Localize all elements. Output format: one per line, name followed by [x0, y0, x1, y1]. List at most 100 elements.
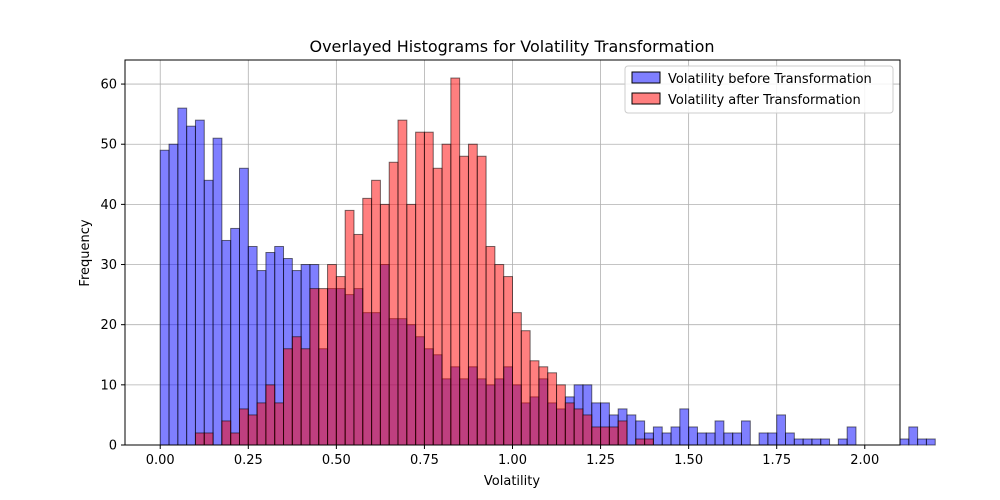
- histogram-bar: [397, 119, 408, 446]
- histogram-bar: [265, 384, 276, 446]
- histogram-bar: [696, 432, 707, 446]
- legend-swatch-after: [631, 92, 661, 105]
- histogram-bar: [274, 402, 285, 446]
- histogram-bar: [820, 438, 831, 446]
- histogram-bar: [723, 432, 734, 446]
- histogram-bar: [300, 348, 311, 446]
- histogram-bar: [626, 414, 637, 446]
- histogram-bar: [740, 420, 751, 446]
- y-tick-label: 20: [100, 318, 117, 333]
- histogram-bar: [247, 414, 258, 446]
- histogram-bar: [194, 119, 205, 446]
- histogram-bar: [503, 276, 513, 446]
- histogram-bar: [432, 167, 443, 446]
- x-tick-label: 0.75: [410, 453, 439, 468]
- x-tick-label: 1.25: [586, 453, 615, 468]
- x-tick-label: 0.25: [234, 453, 263, 468]
- histogram-bar: [238, 408, 249, 446]
- histogram-bar: [203, 179, 214, 446]
- histogram-bar: [547, 372, 558, 446]
- histogram-bar: [441, 143, 452, 446]
- histogram-bar: [309, 288, 320, 446]
- histogram-bar: [758, 432, 769, 446]
- histogram-bar: [705, 432, 716, 446]
- histogram-bar: [793, 438, 804, 446]
- legend-box: [624, 65, 894, 114]
- x-tick-label: 2.00: [850, 453, 879, 468]
- histogram-bar: [564, 402, 575, 446]
- histogram-bar: [344, 209, 355, 446]
- legend: Volatility before Transformation Volatil…: [624, 65, 894, 114]
- histogram-bar: [802, 438, 813, 446]
- x-axis-label: Volatility: [484, 474, 540, 489]
- histogram-bar: [917, 438, 927, 446]
- histogram-bar: [591, 426, 602, 446]
- histogram-bar: [362, 197, 373, 446]
- histogram-bar: [379, 203, 390, 446]
- histogram-bar: [785, 432, 795, 446]
- histogram-bar: [476, 155, 487, 446]
- histogram-bar: [459, 155, 469, 446]
- histogram-bar: [318, 288, 329, 446]
- histogram-bar: [203, 432, 214, 446]
- y-axis-label: Frequency: [78, 219, 93, 286]
- legend-label-after: Volatility after Transformation: [668, 93, 861, 108]
- histogram-bar: [159, 149, 170, 446]
- histogram-bar: [556, 384, 566, 446]
- histogram-bar: [582, 414, 593, 446]
- histogram-bar: [679, 408, 690, 446]
- histogram-bar: [529, 360, 540, 446]
- histogram-bar: [371, 179, 381, 446]
- histogram-bar: [415, 131, 425, 446]
- histogram-bar: [908, 426, 919, 446]
- histogram-bar: [767, 432, 778, 446]
- histogram-bar: [221, 420, 232, 446]
- histogram-bar: [353, 233, 364, 446]
- histogram-bar: [177, 107, 188, 446]
- y-tick-label: 60: [100, 78, 117, 93]
- histogram-bar: [732, 432, 742, 446]
- y-tick-label: 30: [100, 258, 117, 273]
- histogram-bar: [230, 227, 240, 446]
- y-tick-label: 0: [109, 439, 117, 454]
- legend-swatch-before: [631, 71, 661, 84]
- histogram-bar: [837, 438, 848, 446]
- histogram-bar: [406, 203, 417, 446]
- histogram-bar: [608, 426, 619, 446]
- histogram-bar: [494, 264, 505, 446]
- legend-label-before: Volatility before Transformation: [668, 72, 872, 87]
- histogram-bar: [221, 239, 232, 446]
- histogram-bar: [238, 167, 249, 446]
- x-tick-label: 0.00: [146, 453, 175, 468]
- histogram-bar: [538, 366, 549, 446]
- histogram-bar: [168, 143, 179, 446]
- histogram-bar: [925, 438, 936, 446]
- histogram-bar: [899, 438, 910, 446]
- histogram-bars: [159, 77, 936, 446]
- histogram-bar: [388, 161, 399, 446]
- histogram-bar: [652, 426, 663, 446]
- histogram-bar: [194, 432, 205, 446]
- histogram-bar: [291, 336, 302, 446]
- histogram-bar: [283, 348, 293, 446]
- histogram-bar: [846, 426, 857, 446]
- histogram-bar: [467, 143, 478, 446]
- histogram-bar: [327, 264, 337, 446]
- histogram-bar: [688, 426, 698, 446]
- y-tick-label: 50: [100, 138, 117, 153]
- chart-title: Overlayed Histograms for Volatility Tran…: [309, 37, 714, 56]
- histogram-bar: [644, 438, 654, 446]
- histogram-bar: [573, 408, 584, 446]
- histogram-bar: [230, 432, 240, 446]
- histogram-bar: [256, 402, 267, 446]
- x-tick-label: 1.00: [498, 453, 527, 468]
- histogram-bar: [520, 330, 531, 446]
- histogram-bar: [811, 438, 822, 446]
- histogram-bar: [450, 77, 461, 446]
- histogram-bar: [512, 312, 522, 446]
- histogram-bar: [485, 245, 496, 446]
- histogram-bar: [617, 420, 628, 446]
- histogram-bar: [423, 131, 434, 446]
- axis-ticks: 0.00 0.25 0.50 0.75 1.00 1.25 1.50 1.75 2.00 0 10 2…: [100, 78, 879, 468]
